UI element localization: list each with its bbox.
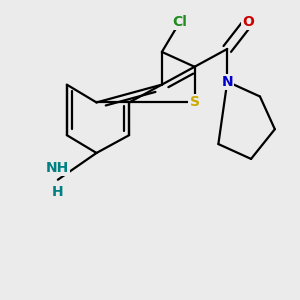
Text: S: S xyxy=(190,95,200,110)
Text: N: N xyxy=(221,75,233,88)
Text: Cl: Cl xyxy=(172,15,187,29)
Text: NH: NH xyxy=(46,161,70,175)
Text: H: H xyxy=(52,184,64,199)
Text: O: O xyxy=(242,15,254,29)
